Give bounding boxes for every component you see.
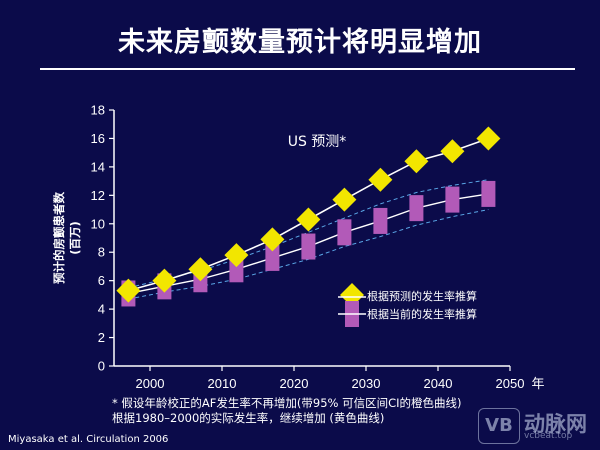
y-axis-label: 预计的房颤患者数 xyxy=(52,192,66,284)
x-axis-label: 年 xyxy=(531,377,544,392)
y-tick-label: 10 xyxy=(91,216,105,231)
projected-rate-point xyxy=(440,139,465,164)
citation: Miyasaka et al. Circulation 2006 xyxy=(8,434,169,445)
slide-title: 未来房颤数量预计将明显增加 xyxy=(118,27,482,58)
y-tick-label: 4 xyxy=(98,302,105,317)
projected-rate-point xyxy=(368,167,393,192)
title-divider xyxy=(40,68,575,70)
projected-rate-point xyxy=(152,268,177,293)
x-tick-label: 2040 xyxy=(424,376,453,391)
footnote-line-2: 根据1980–2000的实际发生率，继续增加 (黄色曲线) xyxy=(112,411,385,425)
legend-current-label: 根据当前的发生率推算 xyxy=(367,307,477,321)
current-rate-point xyxy=(409,195,424,222)
legend-projected-label: 根据预测的发生率推算 xyxy=(367,289,477,303)
projected-rate-point xyxy=(296,207,321,232)
current-rate-point xyxy=(445,186,460,213)
projected-rate-point xyxy=(188,257,213,282)
projected-rate-point xyxy=(332,187,357,212)
y-tick-label: 2 xyxy=(98,330,105,345)
footnote: * 假设年龄校正的AF发生率不再增加(带95% 可信区间CI的橙色曲线) 根据1… xyxy=(112,396,462,426)
y-tick-label: 18 xyxy=(91,103,105,118)
current-rate-point xyxy=(337,219,352,246)
x-tick-label: 2020 xyxy=(280,376,309,391)
x-tick-label: 2030 xyxy=(352,376,381,391)
projected-rate-point xyxy=(116,278,141,303)
y-tick-label: 12 xyxy=(91,188,105,203)
x-tick-label: 2000 xyxy=(136,376,165,391)
watermark-url: vcbeat.top xyxy=(524,431,573,441)
current-rate-point xyxy=(301,233,316,260)
projected-rate-point xyxy=(404,149,429,174)
projected-rate-point xyxy=(260,227,285,252)
watermark-text: 动脉网 xyxy=(524,412,587,436)
y-tick-label: 14 xyxy=(91,159,105,174)
y-tick-label: 0 xyxy=(98,359,105,374)
current-rate-point xyxy=(481,180,496,207)
watermark-logo: VB xyxy=(478,408,520,444)
y-tick-label: 8 xyxy=(98,245,105,260)
projected-rate-point xyxy=(224,243,249,268)
x-tick-label: 2010 xyxy=(208,376,237,391)
projected-rate-point xyxy=(476,126,501,151)
current-rate-point xyxy=(373,207,388,234)
x-tick-label: 2050 xyxy=(496,376,525,391)
y-axis-unit-label: (百万) xyxy=(68,221,82,255)
chart-title: US 预测* xyxy=(288,134,347,150)
footnote-line-1: * 假设年龄校正的AF发生率不再增加(带95% 可信区间CI的橙色曲线) xyxy=(112,396,462,410)
y-tick-label: 6 xyxy=(98,273,105,288)
ci-upper-line xyxy=(128,179,489,289)
y-tick-label: 16 xyxy=(91,131,105,146)
current-rate-point xyxy=(265,244,280,271)
